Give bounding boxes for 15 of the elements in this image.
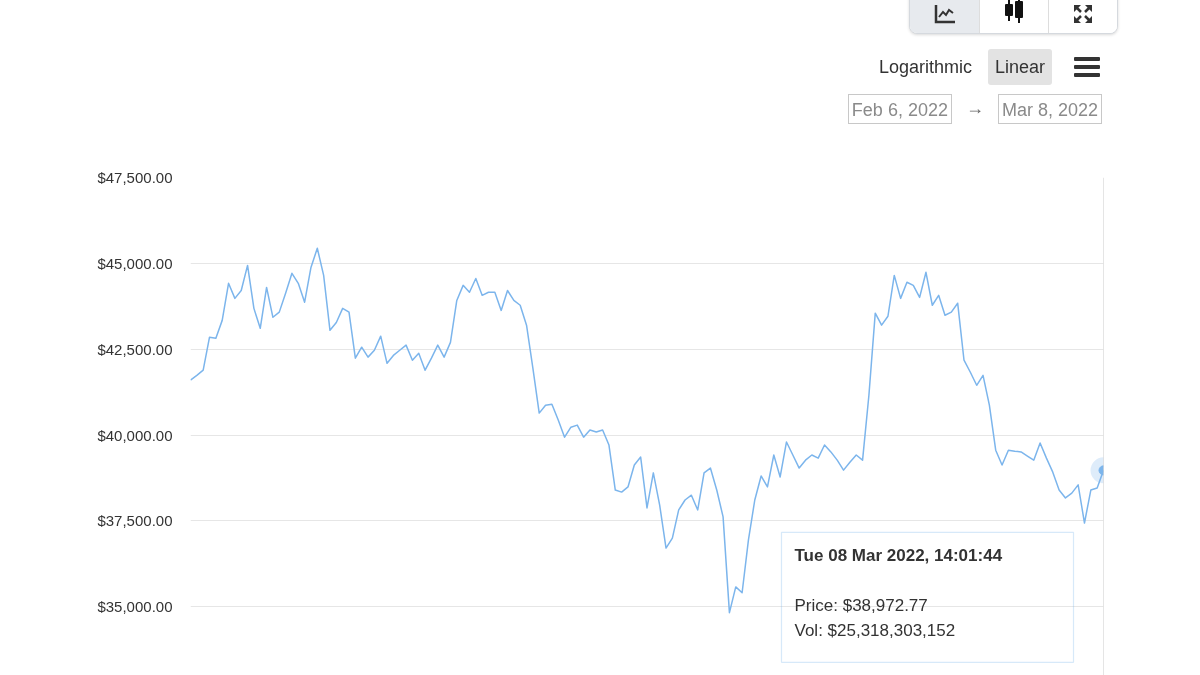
annotation: Tue 08 Mar 2022, 14:01:44 [794,546,1003,566]
y-tick-label: $40,000.00 [97,426,173,444]
line-series [190,247,1104,614]
text: Logarithmic [877,56,973,79]
y-tick-label: $35,000.00 [97,598,173,616]
y-tick-label: $42,500.00 [97,340,173,358]
text: Linear [987,49,1052,85]
y-tick-label: $47,500.00 [97,169,173,186]
y-tick-label: $37,500.00 [97,512,173,530]
annotation: Price: $38,972.77 [794,596,928,616]
text: → [965,97,984,121]
text: Mar 8, 2022 [997,94,1102,124]
annotation: Vol: $25,318,303,152 [794,621,956,641]
text: Feb 6, 2022 [847,94,952,124]
y-tick-label: $45,000.00 [97,254,173,272]
